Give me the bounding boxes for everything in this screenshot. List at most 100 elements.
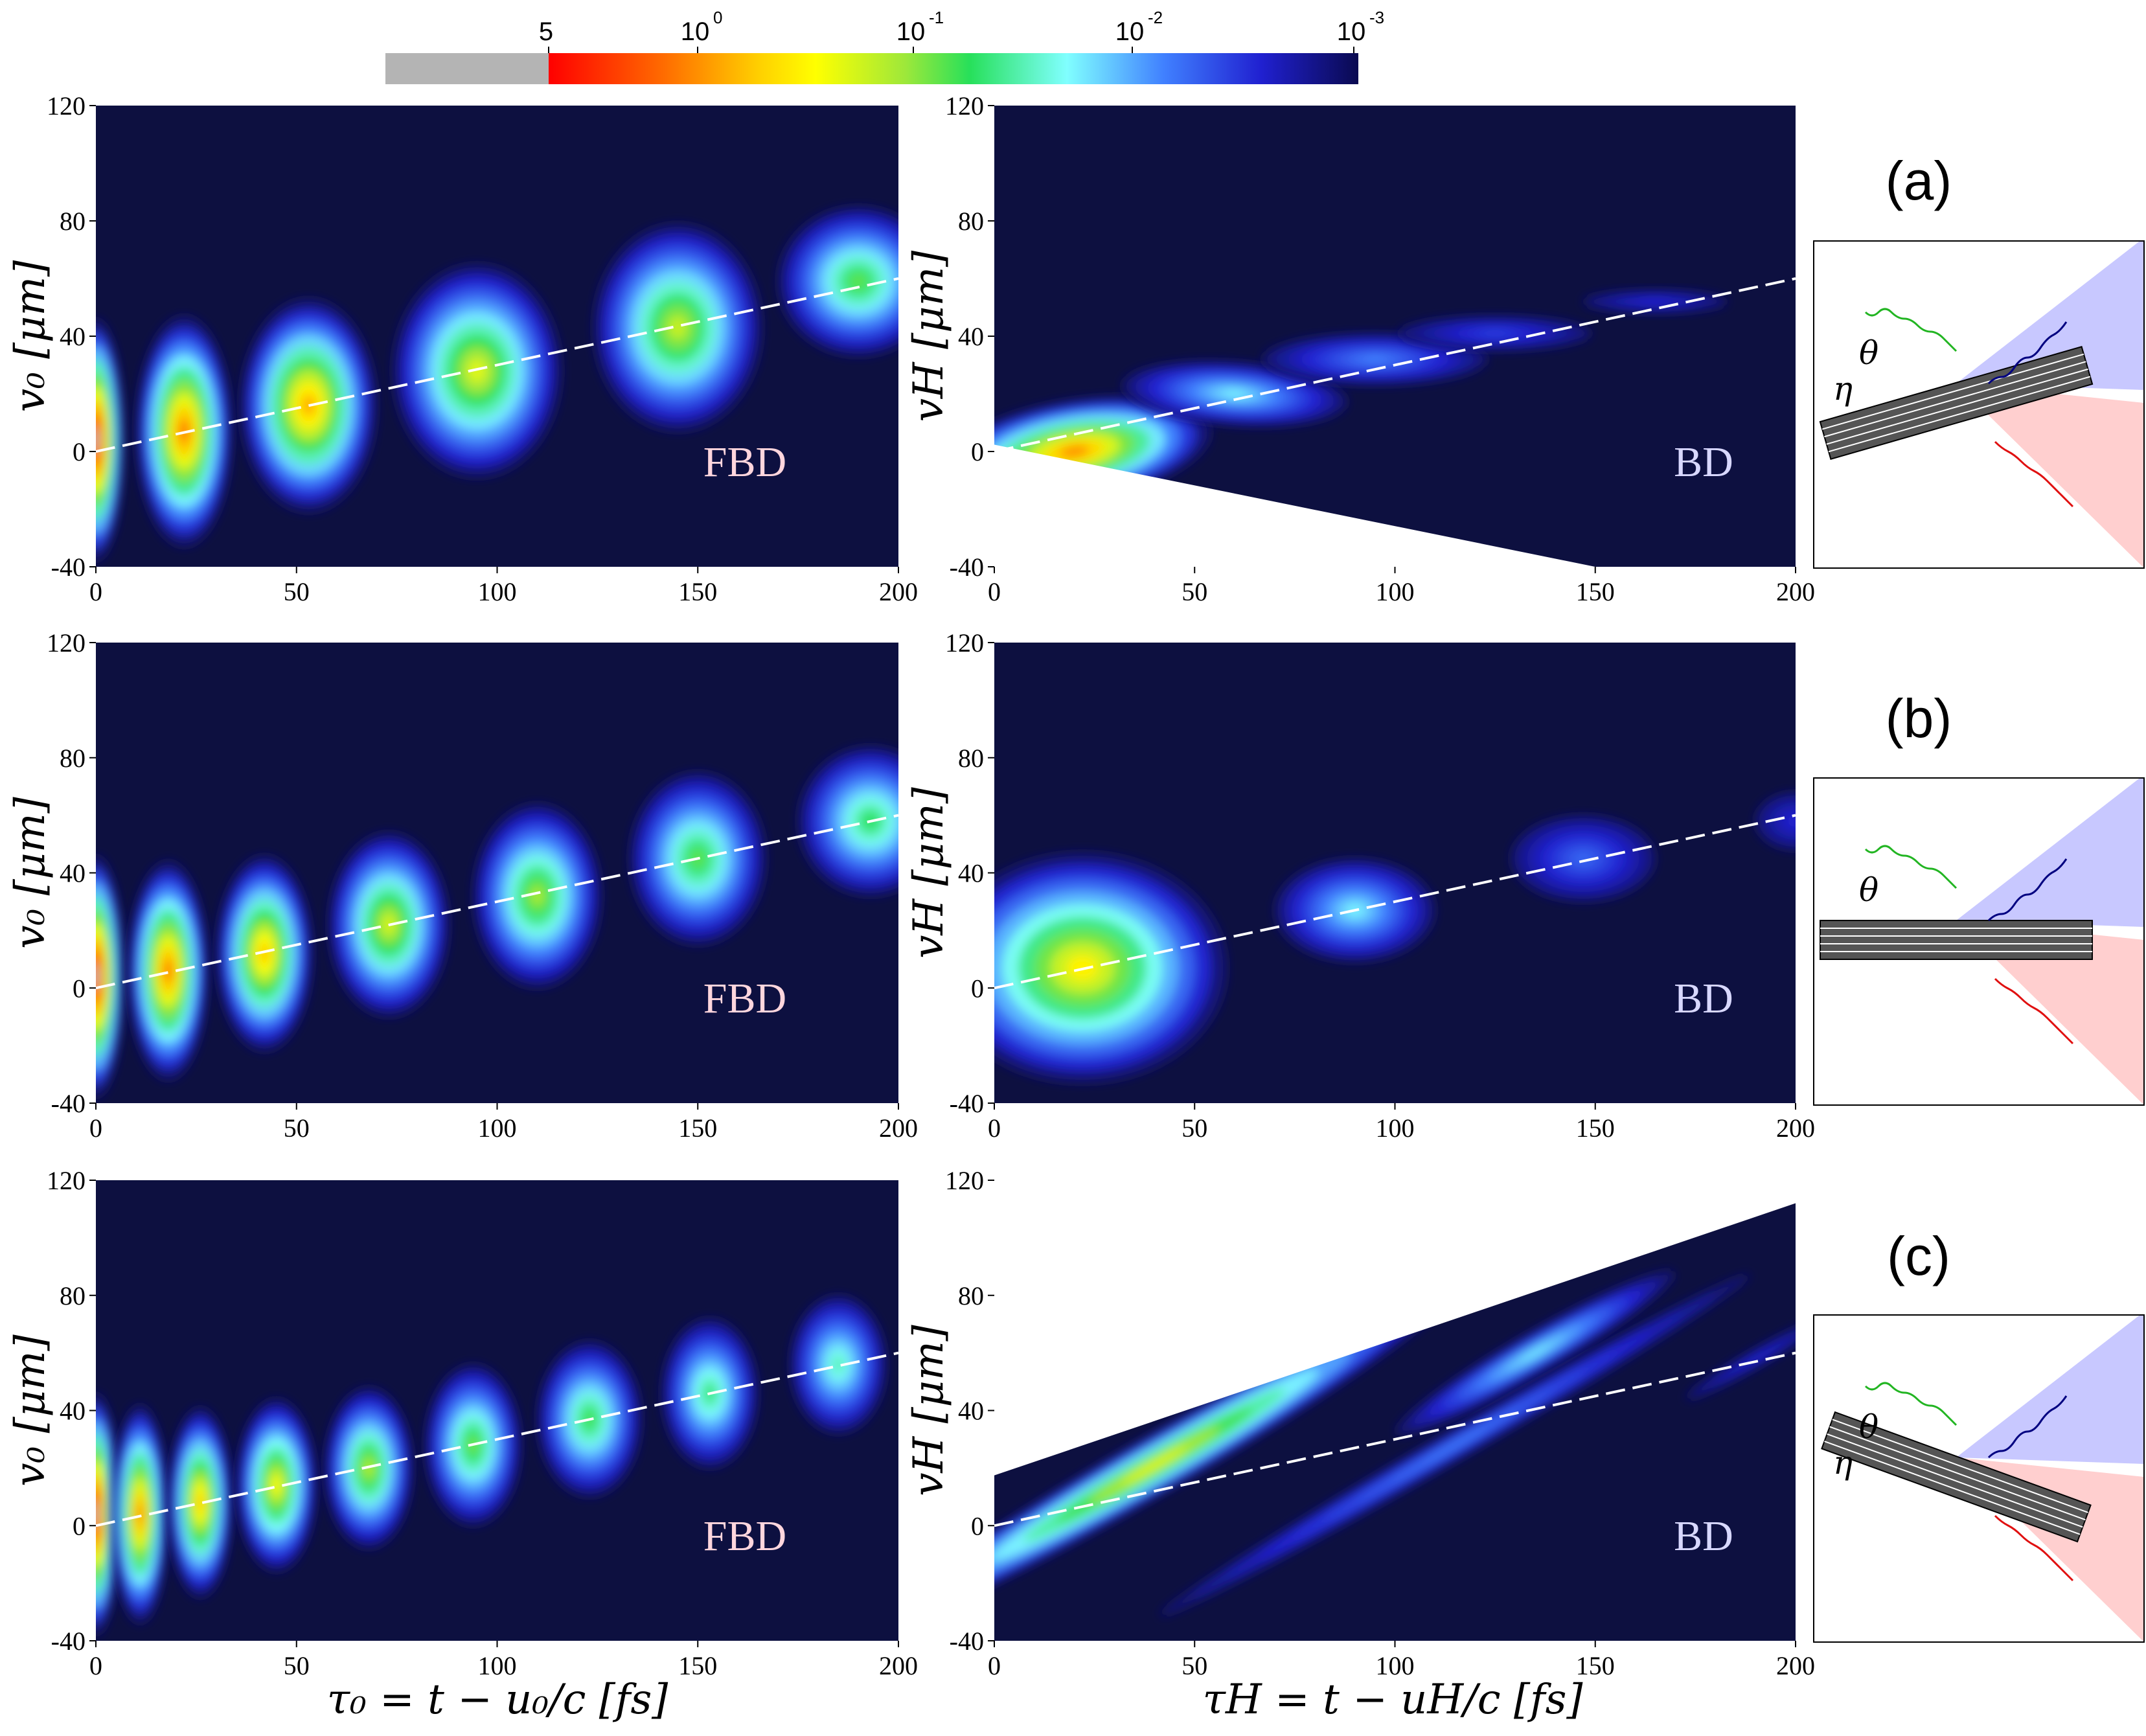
intensity-blob [1159,1274,1750,1616]
y-tick-label: 0 [73,437,86,466]
intensity-blob [1396,1271,1674,1435]
geometry-inset-2: (b) θ [1813,688,2145,1106]
x-tick-label: 50 [1181,577,1207,606]
x-tick-label: 0 [988,1114,1001,1143]
reflected-photon [1987,1395,2068,1459]
y-tick-label: 120 [945,91,984,120]
angle-label: η [1833,370,1853,407]
x-tick-label: 200 [1776,577,1815,606]
crystal-slab [1821,1411,2092,1543]
intensity-level [137,1502,143,1527]
x-tick-label: 100 [1376,1651,1415,1680]
x-tick-label: 50 [284,1114,310,1143]
x-tick-label: 0 [988,1651,1001,1680]
crystal-slab [1820,920,2093,960]
x-tick-label: 150 [678,1651,717,1680]
intensity-blob [1583,290,1728,314]
intensity-blob [1122,361,1347,427]
y-tick-label: 80 [958,744,984,773]
y-tick-label: 40 [958,859,984,888]
x-tick-label: 0 [988,577,1001,606]
x-tick-label: 50 [1181,1651,1207,1680]
intensity-level [301,393,317,418]
x-tick-label: 50 [284,577,310,606]
y-tick-label: 40 [60,1397,86,1426]
intensity-level [1422,1426,1488,1465]
incoming-photon [1864,845,1958,889]
x-tick-label: 0 [89,1114,102,1143]
intensity-level [258,942,270,965]
y-tick-label: 120 [47,1166,86,1195]
y-axis-title: v₀ [μm] [6,260,54,412]
intensity-blob [96,1393,120,1636]
reference-dashed-line [994,1351,1796,1527]
intensity-level [271,1476,281,1495]
intensity-level [668,315,687,339]
angle-label: θ [1859,871,1878,909]
y-tick-label: 120 [47,91,86,120]
x-tick-label: 200 [879,1114,918,1143]
x-tick-label: 150 [678,1114,717,1143]
intensity-blob [593,223,762,431]
y-axis-title: vH [μm] [905,1324,953,1496]
inset-frame [1813,1314,2145,1643]
intensity-level [96,1500,99,1528]
intensity-blob [96,319,124,562]
x-tick-label: 0 [89,577,102,606]
y-tick-label: -40 [950,553,984,582]
y-axis-title: vH [μm] [905,250,953,422]
intensity-blob [1511,815,1656,902]
x-axis-title-right: τH = t − uH/c [fs] [1203,1676,1584,1724]
heatmap-area [994,106,1796,567]
x-tick-label: 100 [1376,1114,1415,1143]
y-tick-label: 0 [971,437,984,466]
y-axis-title: v₀ [μm] [6,796,54,948]
y-axis-title: vH [μm] [905,786,953,959]
intensity-level [163,958,173,983]
x-tick-label: 100 [478,1651,517,1680]
x-tick-label: 100 [478,1114,517,1143]
panel-label: BD [1674,1513,1733,1560]
panel-label: BD [1674,975,1733,1022]
angle-label: η [1833,1444,1853,1481]
x-tick-label: 50 [284,1651,310,1680]
y-tick-label: 40 [958,322,984,351]
intensity-level [1647,300,1663,303]
y-tick-label: -40 [51,553,86,582]
no-data-mask [994,1180,1796,1476]
intensity-blob [424,1364,521,1526]
colorbar-tick-label: 10 [1337,17,1366,46]
heatmap-area [994,643,1796,1103]
no-data-mask [994,444,1796,567]
heatmap-area [994,1180,1796,1641]
colorbar-tick-exponent: 0 [713,8,722,27]
x-tick-label: 150 [678,577,717,606]
reference-dashed-line [994,814,1796,990]
intensity-blob [236,1399,317,1572]
intensity-blob [1398,315,1592,351]
colorbar-tick-label: 10 [681,17,710,46]
y-tick-label: -40 [51,1089,86,1118]
reflection-cone [1956,1315,2144,1464]
intensity-level [196,1492,204,1513]
intensity-level [1121,1446,1188,1485]
panel-label: FBD [703,439,786,486]
transmitted-photon [1994,1514,2074,1582]
transmission-cone [1956,920,2144,1105]
colorbar-tick-label: 5 [539,17,553,46]
intensity-level [96,963,99,990]
intensity-level [96,426,99,453]
y-tick-label: 0 [73,974,86,1003]
panel-letter: (a) [1886,150,1952,211]
intensity-level [1222,390,1248,398]
intensity-blob [790,1295,887,1434]
y-tick-label: 80 [958,1281,984,1310]
x-tick-label: 200 [879,577,918,606]
angle-label: θ [1859,334,1878,372]
colorbar-tick-exponent: -2 [1148,8,1163,27]
y-tick-label: -40 [950,1089,984,1118]
y-tick-label: 120 [945,1166,984,1195]
